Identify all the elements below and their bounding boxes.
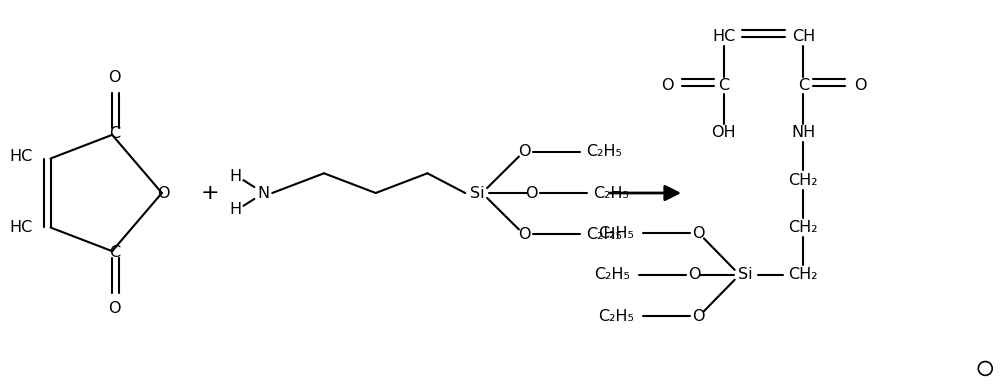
Text: C: C (718, 78, 729, 93)
Text: C₂H₅: C₂H₅ (593, 186, 629, 200)
Text: Si: Si (738, 267, 753, 282)
Text: Si: Si (470, 186, 484, 200)
Text: O: O (157, 186, 169, 200)
Text: O: O (688, 267, 700, 282)
Text: O: O (854, 78, 866, 93)
Text: C: C (798, 78, 809, 93)
Text: C: C (110, 245, 121, 260)
Text: C₂H₅: C₂H₅ (594, 267, 630, 282)
Text: C₂H₅: C₂H₅ (586, 144, 622, 159)
Text: C₂H₅: C₂H₅ (598, 226, 634, 241)
Text: N: N (257, 186, 269, 200)
Text: H: H (229, 169, 242, 184)
Text: CH: CH (792, 29, 815, 44)
Text: O: O (661, 78, 673, 93)
Text: OH: OH (711, 125, 736, 141)
Text: O: O (108, 70, 120, 85)
Text: NH: NH (791, 125, 815, 141)
Text: C₂H₅: C₂H₅ (598, 309, 634, 324)
Text: C₂H₅: C₂H₅ (586, 227, 622, 242)
Text: +: + (200, 183, 219, 203)
Text: CH₂: CH₂ (789, 173, 818, 188)
Text: CH₂: CH₂ (789, 220, 818, 235)
Text: HC: HC (712, 29, 735, 44)
Text: O: O (519, 227, 531, 242)
Text: HC: HC (9, 149, 33, 164)
Text: O: O (108, 301, 120, 316)
Text: HC: HC (9, 220, 33, 235)
Text: O: O (526, 186, 538, 200)
Text: O: O (519, 144, 531, 159)
Text: O: O (692, 226, 704, 241)
Text: O: O (692, 309, 704, 324)
Text: H: H (229, 202, 242, 217)
Text: C: C (110, 126, 121, 141)
Text: CH₂: CH₂ (789, 267, 818, 282)
